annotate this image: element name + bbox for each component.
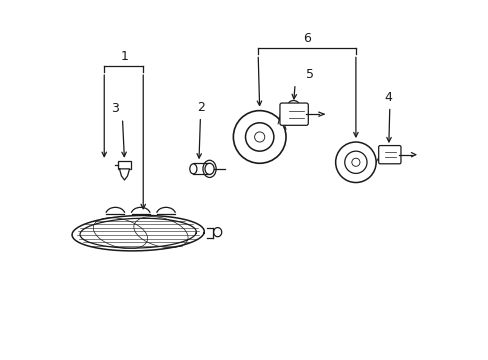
Circle shape — [335, 142, 375, 183]
Ellipse shape — [204, 163, 214, 175]
Text: 2: 2 — [197, 101, 205, 114]
Polygon shape — [119, 169, 129, 180]
Ellipse shape — [189, 164, 197, 174]
Text: 3: 3 — [111, 102, 119, 115]
Circle shape — [344, 151, 366, 174]
Text: 1: 1 — [121, 50, 128, 63]
Bar — [118, 161, 130, 169]
FancyBboxPatch shape — [378, 145, 400, 164]
Text: 4: 4 — [384, 91, 392, 104]
Circle shape — [233, 111, 285, 163]
FancyBboxPatch shape — [279, 103, 307, 125]
Text: 5: 5 — [305, 68, 314, 81]
Text: 6: 6 — [303, 32, 310, 45]
Bar — [193, 163, 209, 175]
Circle shape — [245, 123, 273, 151]
